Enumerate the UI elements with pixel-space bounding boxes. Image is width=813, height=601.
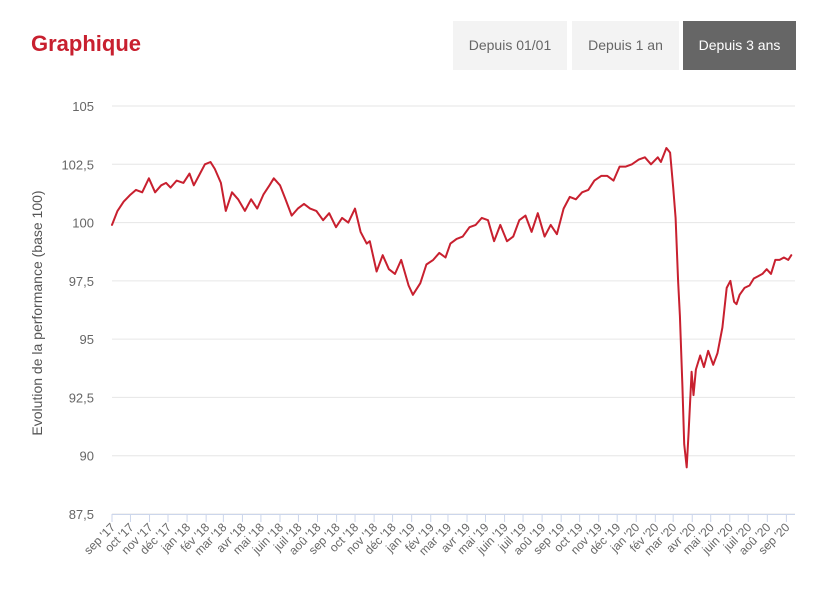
y-tick-label: 90 — [80, 449, 94, 464]
y-tick-label: 92,5 — [69, 390, 94, 405]
y-axis-title: Evolution de la performance (base 100) — [29, 190, 45, 435]
y-tick-label: 97,5 — [69, 274, 94, 289]
tab-since-0101[interactable]: Depuis 01/01 — [453, 21, 567, 70]
tab-since-3-years[interactable]: Depuis 3 ans — [683, 21, 796, 70]
y-tick-label: 100 — [72, 216, 94, 231]
y-tick-label: 87,5 — [69, 507, 94, 522]
y-tick-label: 105 — [72, 99, 94, 114]
series-line — [111, 147, 793, 469]
page-title: Graphique — [31, 31, 142, 56]
y-tick-label: 95 — [80, 332, 94, 347]
y-tick-label: 102,5 — [61, 157, 94, 172]
tab-since-1-year[interactable]: Depuis 1 an — [572, 21, 679, 70]
